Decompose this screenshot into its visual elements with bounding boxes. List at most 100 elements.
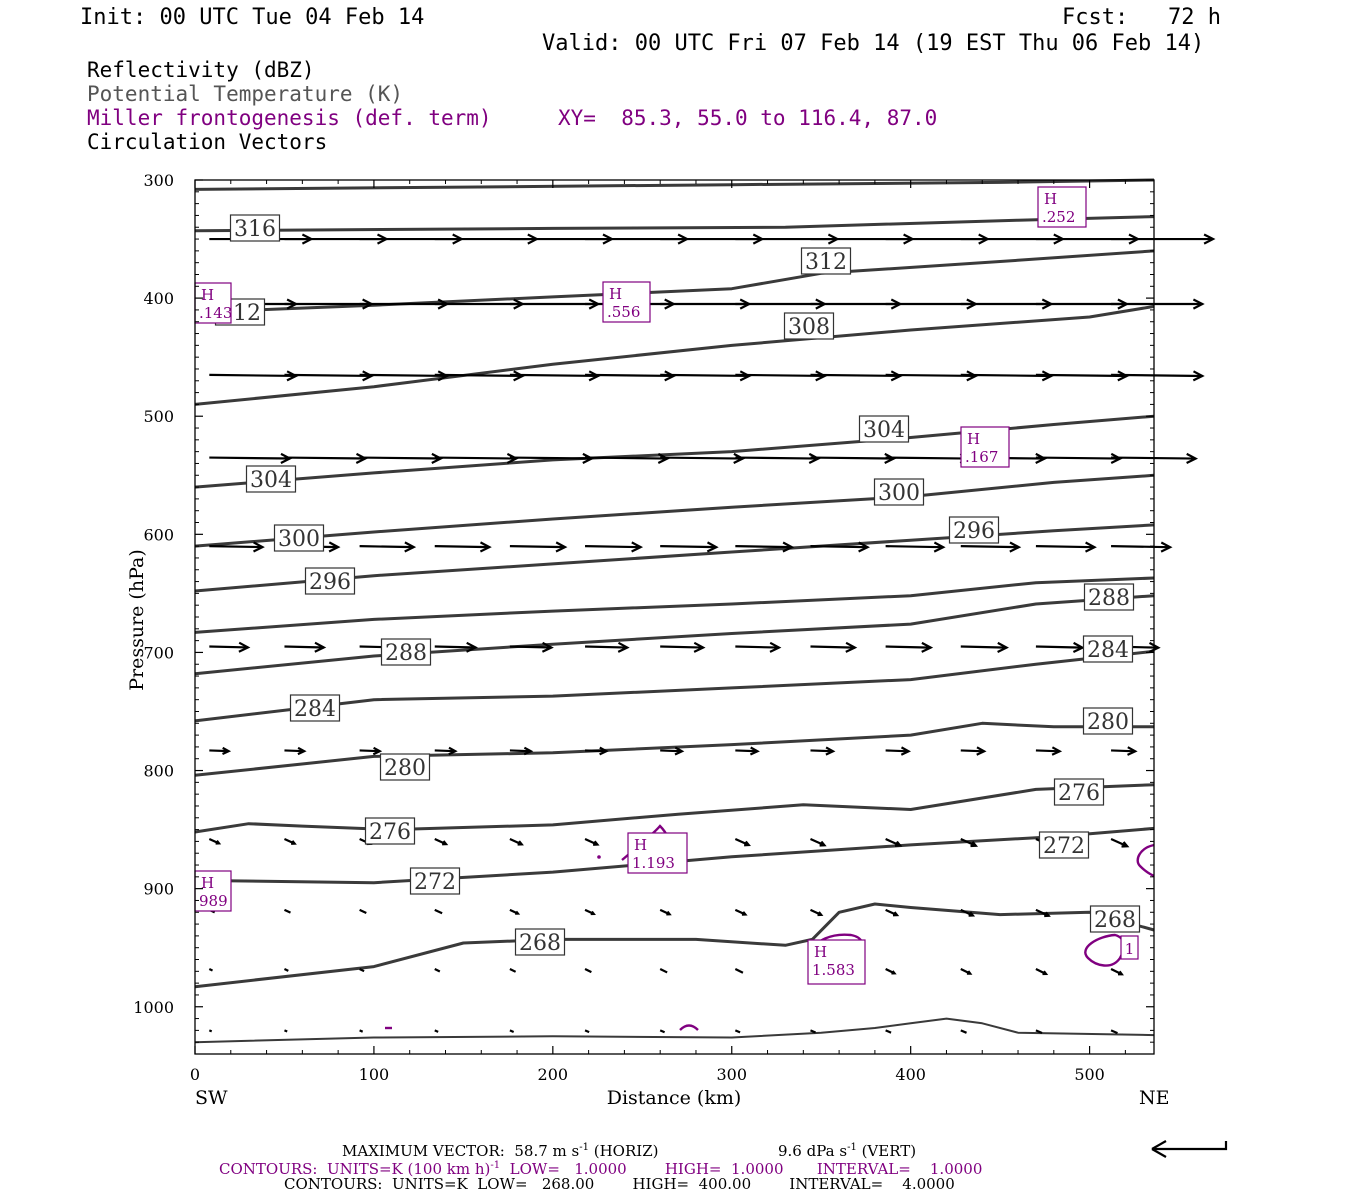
svg-text:H: H [609, 285, 622, 303]
circulation-vector [660, 1030, 664, 1032]
circulation-vector [735, 1030, 740, 1032]
theta-contour-label: 276 [1055, 779, 1104, 806]
theta-contour-label: 304 [247, 466, 296, 493]
circulation-vector [284, 371, 371, 380]
circulation-vector [510, 969, 516, 972]
circulation-vector [510, 839, 522, 844]
circulation-vector [360, 542, 414, 551]
theta-contour-label: 272 [1040, 832, 1089, 859]
theta-contour-label: 284 [1084, 636, 1133, 663]
circulation-vector [886, 543, 944, 552]
x-tick-label: 400 [895, 1065, 926, 1084]
theta-contour-label: 276 [366, 818, 415, 845]
svg-text:H: H [967, 430, 980, 448]
theta-contour-label: 284 [291, 695, 340, 722]
circulation-vector [810, 839, 824, 845]
circulation-vector [1111, 454, 1196, 463]
circulation-vector [284, 454, 365, 463]
circulation-vector [585, 643, 627, 652]
circulation-vector [435, 748, 456, 755]
circulation-vector [209, 748, 228, 754]
svg-text:300: 300 [878, 481, 920, 506]
theta-contour-line [195, 217, 1154, 231]
circulation-vector [660, 643, 703, 652]
circulation-vector [284, 748, 304, 754]
svg-text:280: 280 [384, 756, 426, 781]
circulation-vector [1111, 235, 1213, 244]
circulation-vector [435, 839, 446, 844]
svg-text:304: 304 [863, 418, 905, 443]
y-tick-label: 1000 [133, 998, 174, 1017]
svg-text:268: 268 [1094, 908, 1136, 933]
theta-contour-label: 304 [860, 416, 909, 443]
circulation-vector [585, 910, 594, 914]
circulation-vector [435, 969, 440, 972]
circulation-vector [886, 1030, 891, 1032]
circulation-vector [435, 542, 490, 551]
circulation-vector [735, 910, 745, 915]
circulation-vector [1036, 747, 1060, 755]
svg-text:316: 316 [234, 217, 276, 242]
theta-contour-label: 280 [1084, 708, 1133, 735]
svg-text:272: 272 [1043, 834, 1085, 859]
miller-maximum-label: H.252 [1038, 187, 1086, 227]
svg-text:288: 288 [385, 641, 427, 666]
circulation-vector [1111, 1030, 1117, 1033]
circulation-vector [510, 1030, 514, 1032]
theta-contour-label: 272 [411, 868, 460, 895]
circulation-vector [810, 747, 833, 754]
svg-text:276: 276 [1058, 781, 1100, 806]
miller-contour [1138, 845, 1154, 876]
circulation-vector [961, 1030, 967, 1032]
circulation-vector [735, 454, 818, 463]
theta-contour-line [195, 904, 1154, 987]
circulation-vector [360, 454, 441, 463]
theta-contour-label: 288 [1085, 584, 1134, 611]
x-tick-label: 0 [190, 1065, 200, 1084]
miller-contour-label: 1 [1121, 936, 1138, 959]
circulation-vector [284, 969, 288, 971]
svg-text:272: 272 [414, 870, 456, 895]
circulation-vector [1111, 543, 1170, 552]
circulation-vector [360, 300, 447, 309]
circulation-vector [886, 454, 970, 463]
theta-contour-label: 268 [516, 929, 565, 956]
svg-text:276: 276 [369, 820, 411, 845]
svg-text:.167: .167 [965, 448, 998, 466]
footer-theta-contours: CONTOURS: UNITS=K LOW= 268.00 HIGH= 400.… [284, 1176, 955, 1193]
circulation-vector [360, 969, 364, 971]
circulation-vector [1111, 300, 1202, 309]
miller-contours-layer [385, 826, 1154, 1030]
theta-contour-label: 268 [1091, 906, 1140, 933]
theta-contour-line [195, 475, 1154, 546]
circulation-vector [660, 542, 716, 551]
svg-text:H: H [634, 836, 647, 854]
circulation-vector [435, 454, 517, 463]
svg-text:.252: .252 [1042, 208, 1075, 226]
circulation-vector [360, 748, 380, 754]
y-axis-label: Pressure (hPa) [126, 549, 148, 691]
circulation-vector [1036, 543, 1095, 552]
theta-contour-label: 288 [382, 639, 431, 666]
circulation-vector [886, 969, 895, 973]
circulation-vector [360, 1030, 363, 1031]
x-tick-label: 300 [716, 1065, 747, 1084]
svg-text:312: 312 [805, 250, 847, 275]
circulation-vector [435, 910, 442, 913]
circulation-vector [886, 910, 897, 915]
miller-contour [1085, 935, 1124, 966]
circulation-vector [1111, 969, 1122, 974]
circulation-vector [735, 839, 748, 845]
circulation-vector [510, 910, 518, 914]
svg-text:.556: .556 [607, 303, 640, 321]
y-tick-label: 900 [143, 880, 174, 899]
theta-contour-label: 316 [231, 215, 280, 242]
svg-text:1.583: 1.583 [812, 961, 855, 979]
circulation-vector [735, 969, 743, 973]
circulation-vector [735, 643, 779, 652]
x-axis-right-end-label: NE [1139, 1087, 1170, 1109]
circulation-vector [585, 542, 641, 551]
circulation-vector [209, 969, 212, 971]
plot-frame [195, 180, 1154, 1054]
